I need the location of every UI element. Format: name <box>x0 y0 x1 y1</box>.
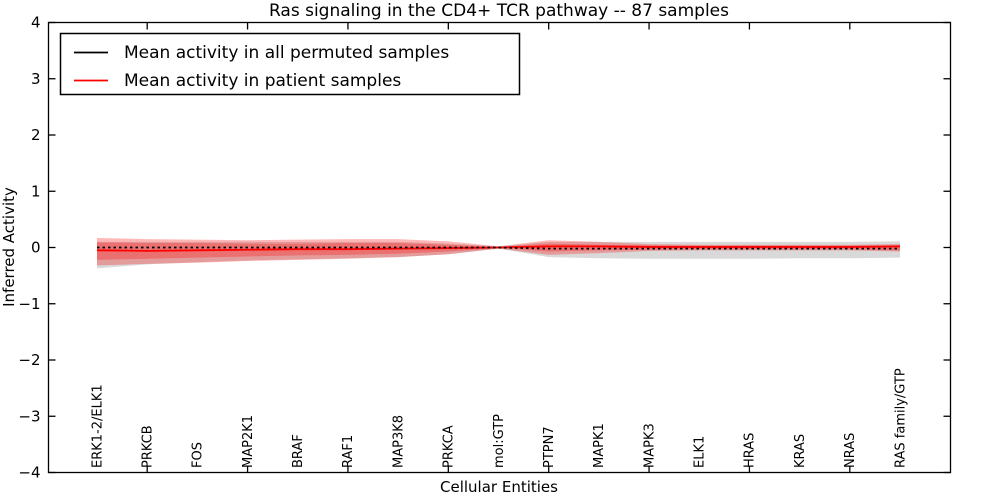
category-label: MAP2K1 <box>241 415 256 468</box>
legend: Mean activity in all permuted samples Me… <box>59 32 521 96</box>
category-label: BRAF <box>291 434 306 468</box>
category-label: FOS <box>191 442 206 468</box>
y-tick-label: −1 <box>18 295 40 313</box>
category-labels: ERK1-2/ELK1 PRKCB FOS MAP2K1 BRAF RAF1 MAP3K8 P… <box>90 368 908 468</box>
category-label: KRAS <box>793 434 808 468</box>
y-axis-label: Inferred Activity <box>0 187 18 307</box>
y-tick-labels: 4 3 2 1 0 −1 −2 −3 −4 <box>18 14 40 482</box>
category-label: ERK1-2/ELK1 <box>90 384 105 468</box>
category-label: PTPN7 <box>542 426 557 468</box>
y-tick-label: 1 <box>31 182 41 200</box>
category-label: RAF1 <box>341 435 356 468</box>
category-label: mol:GTP <box>492 414 507 468</box>
permuted-samples-band <box>97 241 900 269</box>
category-label: RAS family/GTP <box>893 368 908 468</box>
category-label: HRAS <box>743 433 758 468</box>
category-label: PRKCB <box>140 425 155 468</box>
category-label: MAPK1 <box>592 423 607 468</box>
category-label: NRAS <box>843 433 858 468</box>
legend-label-patient: Mean activity in patient samples <box>124 71 401 91</box>
y-tick-label: 2 <box>31 126 41 144</box>
y-tick-label: −3 <box>18 407 40 425</box>
y-tick-label: 3 <box>31 70 41 88</box>
legend-box <box>59 32 521 96</box>
y-tick-label: 4 <box>31 14 41 32</box>
y-tick-label: −2 <box>18 351 40 369</box>
permuted-mean-line <box>97 246 900 250</box>
mean-lines <box>96 245 901 252</box>
axis-ticks <box>48 21 951 474</box>
x-axis-label: Cellular Entities <box>440 478 558 496</box>
y-tick-label: 0 <box>31 239 41 257</box>
category-label: ELK1 <box>693 436 708 468</box>
category-label: PRKCA <box>442 425 457 468</box>
confidence-bands <box>97 237 900 269</box>
y-tick-label: −4 <box>18 464 40 482</box>
legend-label-permuted: Mean activity in all permuted samples <box>124 43 449 63</box>
patient-samples-band-outer <box>97 237 900 266</box>
category-label: MAP3K8 <box>391 415 406 468</box>
category-label: MAPK3 <box>642 423 657 468</box>
chart-title: Ras signaling in the CD4+ TCR pathway --… <box>269 1 729 21</box>
